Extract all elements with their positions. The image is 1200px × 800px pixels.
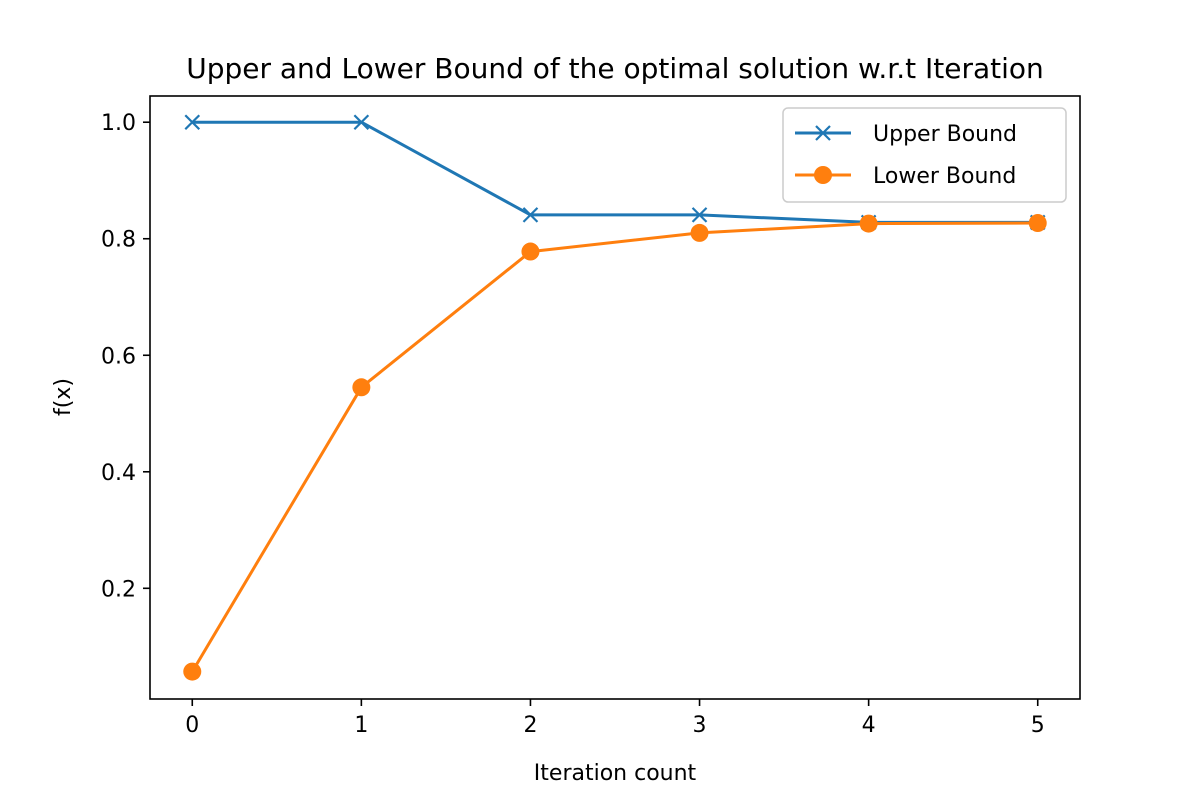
plot-frame — [149, 95, 1081, 700]
y-tick-label: 0.8 — [101, 228, 136, 253]
legend-label: Upper Bound — [873, 122, 1017, 147]
x-tick-label: 0 — [185, 713, 199, 738]
lower-bound-point — [521, 242, 540, 261]
x-tick-label: 1 — [354, 713, 368, 738]
y-axis-ticks: 0.2 0.4 0.6 0.8 1.0 — [101, 111, 150, 602]
legend-box — [782, 107, 1067, 203]
plot-marks — [183, 114, 1047, 681]
legend-swatch-marker — [815, 125, 831, 141]
legend-item-upper-bound: Upper Bound — [795, 122, 1017, 147]
legend-swatch-marker — [814, 166, 832, 184]
marker-stroke — [522, 207, 539, 223]
chart-title: Upper and Lower Bound of the optimal sol… — [186, 52, 1044, 85]
y-tick-label: 1.0 — [101, 111, 136, 136]
lower-bound-series — [183, 214, 1047, 681]
y-axis-label: f(x) — [51, 378, 76, 416]
x-tick-label: 4 — [862, 713, 876, 738]
y-tick-label: 0.6 — [101, 344, 136, 369]
legend-label: Lower Bound — [873, 164, 1016, 189]
x-tick-label: 3 — [693, 713, 707, 738]
x-tick-label: 5 — [1031, 713, 1045, 738]
marker-stroke — [815, 125, 831, 141]
lower-bound-point — [690, 223, 709, 242]
lower-bound-point — [183, 662, 202, 681]
legend: Upper Bound Lower Bound — [782, 107, 1067, 203]
marker-stroke — [353, 114, 370, 130]
legend-item-lower-bound: Lower Bound — [795, 164, 1016, 189]
lower-bound-point — [859, 214, 878, 233]
y-tick-label: 0.4 — [101, 461, 136, 486]
upper-bound-point — [522, 207, 539, 223]
marker-stroke — [184, 114, 201, 130]
upper-bound-point — [353, 114, 370, 130]
marker-stroke — [691, 207, 708, 223]
lower-bound-point — [352, 378, 371, 397]
upper-bound-point — [184, 114, 201, 130]
lower-bound-point — [1028, 214, 1047, 233]
x-axis-ticks: 0 1 2 3 4 5 — [185, 699, 1045, 738]
lower-bound-line — [191, 221, 1038, 673]
x-axis-label: Iteration count — [534, 761, 697, 786]
x-tick-label: 2 — [523, 713, 537, 738]
y-tick-label: 0.2 — [101, 577, 136, 602]
upper-bound-point — [691, 207, 708, 223]
